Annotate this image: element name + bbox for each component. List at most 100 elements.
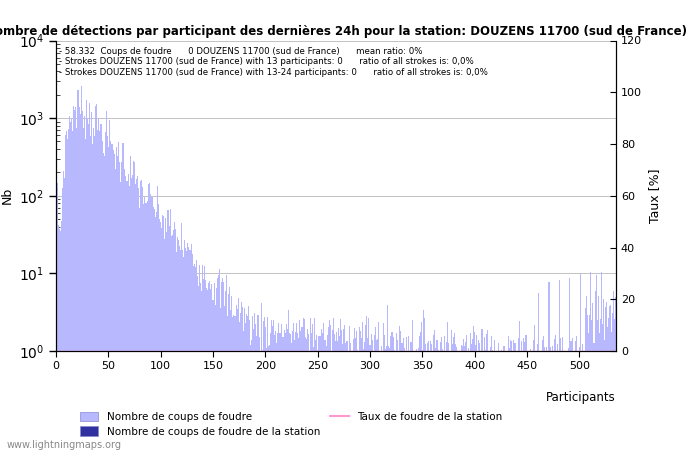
Bar — [219, 269, 220, 450]
Bar — [416, 351, 418, 450]
Bar — [448, 343, 449, 450]
Bar — [337, 341, 338, 450]
Bar — [612, 313, 613, 450]
Bar — [132, 176, 133, 450]
Bar — [538, 293, 539, 450]
Bar — [182, 250, 183, 450]
Bar — [249, 320, 250, 450]
Bar — [129, 186, 130, 450]
Bar — [230, 310, 231, 450]
Bar — [456, 347, 457, 450]
Bar — [138, 188, 139, 450]
Bar — [496, 351, 497, 450]
Bar — [566, 351, 567, 450]
Bar — [450, 351, 451, 450]
Bar — [174, 222, 175, 450]
Bar — [69, 116, 70, 450]
Bar — [537, 344, 538, 450]
Bar — [270, 333, 271, 450]
Bar — [97, 130, 99, 450]
Bar — [152, 197, 153, 450]
Bar — [86, 100, 87, 450]
Bar — [384, 335, 385, 450]
Bar — [114, 154, 115, 450]
Bar — [499, 351, 500, 450]
Bar — [429, 351, 430, 450]
Bar — [349, 343, 351, 450]
Bar — [200, 283, 201, 450]
Bar — [329, 320, 330, 450]
Bar — [423, 310, 424, 450]
Bar — [359, 327, 360, 450]
Bar — [186, 252, 188, 450]
Bar — [575, 336, 577, 450]
Bar — [234, 316, 235, 450]
Bar — [139, 208, 140, 450]
Bar — [518, 338, 519, 450]
Bar — [565, 351, 566, 450]
Bar — [177, 237, 178, 450]
Bar — [515, 343, 516, 450]
Bar — [133, 161, 134, 450]
Bar — [489, 351, 490, 450]
Bar — [218, 275, 219, 450]
Bar — [560, 338, 561, 450]
Bar — [444, 336, 445, 450]
Bar — [478, 340, 480, 450]
Bar — [136, 179, 137, 450]
Bar — [345, 343, 346, 450]
Bar — [223, 282, 224, 450]
Bar — [437, 340, 438, 450]
Bar — [414, 351, 416, 450]
Bar — [472, 339, 473, 450]
Bar — [224, 306, 225, 450]
Title: Nombre de détections par participant des dernières 24h pour la station: DOUZENS : Nombre de détections par participant des… — [0, 25, 687, 38]
Bar — [382, 351, 383, 450]
Bar — [116, 147, 117, 450]
Bar — [317, 350, 318, 450]
Bar — [87, 119, 88, 450]
Bar — [334, 334, 335, 450]
Bar — [76, 128, 78, 450]
Bar — [582, 344, 583, 450]
Bar — [441, 337, 442, 450]
Bar — [556, 351, 557, 450]
Bar — [150, 197, 152, 450]
Bar — [513, 340, 514, 450]
Bar — [323, 323, 325, 450]
Bar — [336, 332, 337, 450]
Bar — [491, 336, 492, 450]
Bar — [355, 338, 356, 450]
Bar — [264, 317, 265, 450]
Bar — [387, 306, 388, 450]
Bar — [540, 351, 541, 450]
Bar — [123, 169, 125, 450]
Bar — [402, 343, 403, 450]
Bar — [160, 222, 161, 450]
Bar — [471, 344, 472, 450]
Bar — [163, 216, 164, 450]
Bar — [333, 318, 334, 450]
Bar — [60, 231, 61, 450]
Bar — [488, 351, 489, 450]
Bar — [78, 108, 80, 450]
Bar — [328, 327, 329, 450]
Bar — [206, 288, 207, 450]
Bar — [467, 351, 468, 450]
Bar — [503, 346, 505, 450]
Bar — [455, 344, 456, 450]
Bar — [458, 351, 459, 450]
Bar — [162, 215, 163, 450]
Bar — [316, 335, 317, 450]
Bar — [398, 351, 399, 450]
Bar — [226, 275, 227, 450]
Bar — [184, 240, 186, 450]
Bar — [229, 288, 230, 450]
Bar — [115, 169, 116, 450]
Bar — [134, 162, 135, 450]
Bar — [225, 291, 226, 450]
Bar — [419, 336, 420, 450]
Bar — [474, 332, 475, 450]
Bar — [64, 178, 65, 450]
Bar — [312, 324, 313, 450]
